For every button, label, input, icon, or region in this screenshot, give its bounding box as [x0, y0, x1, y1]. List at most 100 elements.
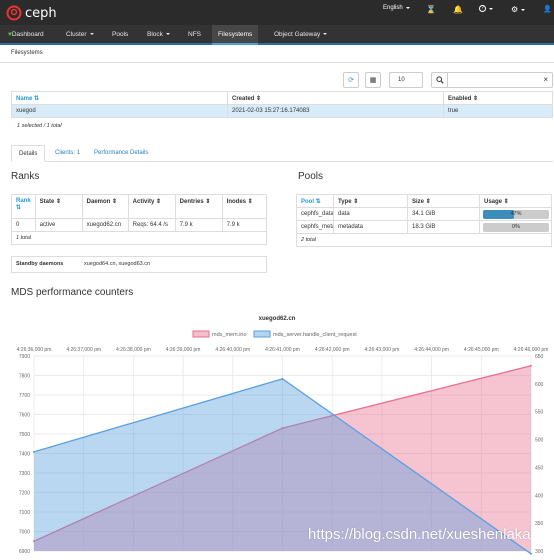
legend-label: mds_server.handle_client_request [273, 332, 357, 338]
series-point [281, 377, 284, 380]
table-row[interactable]: xuegod 2021-02-03 15:27:16.174083 true [11, 104, 553, 118]
table-icon: ▦ [369, 77, 377, 84]
column-label: Usage [484, 198, 503, 205]
cell-name: xuegod [11, 104, 228, 118]
sort-icon: ⇕ [256, 95, 262, 102]
help-dropdown[interactable]: ? [479, 5, 493, 12]
column-header-dentries[interactable]: Dentries ⇕ [174, 194, 223, 219]
sort-asc-icon: ⇅ [16, 205, 22, 211]
series-area [34, 365, 531, 551]
x-tick-label: 4:26:43,000 pm [365, 347, 400, 353]
column-label: Inodes [226, 199, 247, 205]
search-input[interactable] [450, 74, 534, 86]
pools-table: Pool ⇅ Type ⇕ Size ⇕ Usage ⇕ cephfs_data… [296, 194, 552, 247]
pools-title: Pools [298, 171, 324, 182]
nav-object-gateway[interactable]: Object Gateway [268, 25, 333, 45]
cell-type: metadata [333, 220, 408, 234]
series-point [33, 540, 35, 543]
nav-nfs[interactable]: NFS [182, 25, 207, 45]
bell-icon[interactable]: 🔔 [453, 5, 463, 14]
column-label: State [39, 199, 55, 205]
y-right-tick-label: 300 [535, 549, 544, 555]
search-icon[interactable] [432, 73, 448, 87]
y-right-tick-label: 400 [535, 493, 544, 499]
column-label: Size [412, 198, 425, 205]
clear-icon[interactable]: × [543, 75, 548, 84]
table-row[interactable]: cephfs_data data 34.1 GiB 47% [296, 207, 552, 221]
standby-daemons: Standby daemons xuegod64.cn, xuegod63.cn [11, 256, 267, 273]
mds-title: MDS performance counters [11, 287, 134, 298]
sort-icon: ⇕ [156, 199, 162, 205]
column-label: Name [16, 95, 33, 102]
chart-series [33, 364, 532, 555]
table-row[interactable]: cephfs_metadata metadata 18.3 GiB 0% [296, 220, 552, 234]
column-header-inodes[interactable]: Inodes ⇕ [221, 194, 268, 219]
column-header-created[interactable]: Created ⇕ [227, 91, 444, 105]
column-header-activity[interactable]: Activity ⇕ [127, 194, 176, 219]
column-label: Daemon [86, 199, 111, 205]
sort-icon: ⇕ [473, 95, 479, 102]
user-icon[interactable]: 👤 [543, 6, 552, 13]
sort-icon: ⇕ [247, 199, 253, 205]
x-tick-label: 4:26:37,000 pm [66, 347, 101, 353]
table-footer-row: 2 total [296, 233, 552, 247]
y-left-tick-label: 7100 [19, 510, 30, 516]
chevron-down-icon [89, 33, 94, 36]
language-dropdown[interactable]: English [383, 5, 410, 11]
chart-axes: 4:26:36,000 pm 4:26:37,000 pm 4:26:38,000 … [17, 347, 549, 555]
tab-clients[interactable]: Clients: 1 [55, 150, 81, 156]
y-left-tick-label: 7900 [19, 354, 30, 360]
filesystems-table: Name ⇅ Created ⇕ Enabled ⇕ xuegod 2021-0… [11, 91, 553, 118]
y-left-tick-label: 7600 [19, 413, 30, 419]
column-header-rank[interactable]: Rank ⇅ [11, 194, 36, 219]
tab-performance-details[interactable]: Performance Details [94, 150, 149, 156]
legend-label: mds_mem.ino [212, 332, 247, 338]
column-header-enabled[interactable]: Enabled ⇕ [443, 91, 553, 105]
nav-cluster[interactable]: Cluster [60, 25, 100, 45]
watermark: https://blog.csdn.net/xueshenlaka [308, 526, 531, 543]
nav-nfs-label: NFS [188, 31, 201, 38]
nav-pools[interactable]: Pools [106, 25, 134, 45]
column-header-size[interactable]: Size ⇕ [407, 194, 480, 208]
column-label: Pool [301, 198, 314, 205]
usage-bar: 0% [483, 223, 549, 232]
column-label: Rank [16, 198, 31, 204]
legend-swatch [192, 330, 210, 338]
column-header-usage[interactable]: Usage ⇕ [479, 194, 552, 208]
settings-dropdown[interactable]: ⚙ [511, 5, 526, 14]
nav-block[interactable]: Block [141, 25, 176, 45]
y-right-tick-label: 350 [535, 521, 544, 527]
table-toolbar: ⟳ ▦ 10 × [11, 72, 553, 90]
column-header-daemon[interactable]: Daemon ⇕ [81, 194, 129, 219]
usage-bar-label: 47% [510, 211, 522, 217]
columns-button[interactable]: ▦ [365, 72, 381, 88]
nav-dashboard[interactable]: ♥Dashboard [2, 25, 50, 45]
cell-pool: cephfs_metadata [296, 220, 334, 234]
sort-asc-icon: ⇅ [34, 95, 40, 102]
ceph-logo[interactable]: ceph [6, 5, 57, 21]
table-row[interactable]: 0 active xuegod62.cn Reqs: 64.4 /s 7.9 k… [11, 218, 268, 232]
cell-activity: Reqs: 64.4 /s [127, 218, 176, 232]
y-left-tick-label: 7200 [19, 491, 30, 497]
tab-details[interactable]: Details [11, 145, 46, 162]
hourglass-icon[interactable]: ⌛ [426, 5, 436, 14]
y-left-tick-label: 7400 [19, 452, 30, 458]
column-header-name[interactable]: Name ⇅ [11, 91, 228, 105]
y-left-tick-label: 7300 [19, 471, 30, 477]
nav-filesystems[interactable]: Filesystems [212, 25, 259, 45]
refresh-button[interactable]: ⟳ [343, 72, 359, 88]
column-header-state[interactable]: State ⇕ [34, 194, 83, 219]
standby-value: xuegod64.cn, xuegod63.cn [84, 261, 151, 267]
x-tick-label: 4:26:42,000 pm [315, 347, 350, 353]
sort-icon: ⇕ [503, 198, 509, 205]
y-left-tick-label: 7500 [19, 432, 30, 438]
column-header-type[interactable]: Type ⇕ [333, 194, 408, 208]
help-icon: ? [479, 5, 486, 12]
y-right-tick-label: 500 [535, 438, 544, 444]
y-right-tick-label: 550 [535, 410, 544, 416]
brand-name: ceph [25, 5, 57, 21]
page-size-input[interactable]: 10 [389, 72, 423, 88]
column-header-pool[interactable]: Pool ⇅ [296, 194, 334, 208]
y-right-tick-label: 650 [535, 354, 544, 360]
ranks-title: Ranks [11, 171, 40, 182]
